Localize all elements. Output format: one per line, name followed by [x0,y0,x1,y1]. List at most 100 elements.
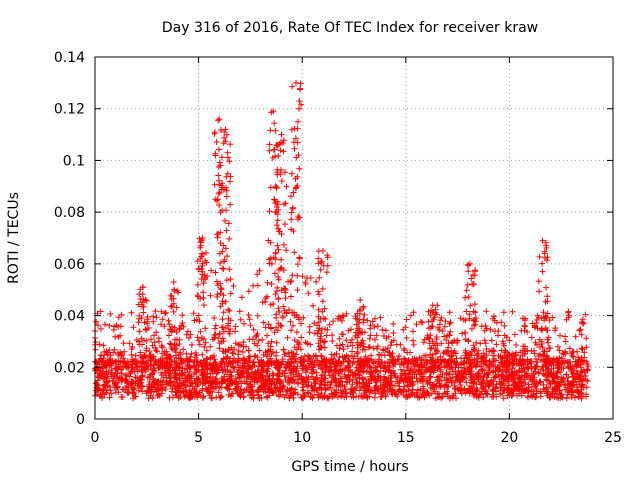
data-point [271,270,278,277]
data-point [374,343,381,350]
data-point [546,317,553,324]
data-point [128,351,135,358]
data-point [137,374,143,381]
data-point [522,323,529,330]
data-point [282,169,288,176]
data-point [472,321,479,328]
data-point [509,355,516,361]
data-point [224,149,231,156]
data-point [141,319,148,326]
data-point [208,267,215,274]
data-point [566,388,573,395]
data-point [223,184,229,191]
data-point [321,393,328,400]
data-point [260,319,267,326]
data-point [324,262,331,269]
data-point [254,330,261,337]
data-point [189,393,196,400]
data-point [364,393,370,400]
data-point [378,385,385,391]
data-point [550,355,557,362]
data-point [473,393,480,400]
data-point [556,347,563,354]
data-point [223,354,230,361]
data-point [265,340,272,347]
data-point [196,318,203,325]
data-point [236,308,243,315]
data-point [274,284,281,291]
data-point [201,272,208,279]
data-point [194,383,200,390]
data-point [375,389,382,395]
data-point [150,318,157,325]
data-point [498,384,505,391]
data-point [199,395,206,401]
data-point [357,297,364,304]
data-point [356,380,363,387]
data-point [222,138,229,145]
data-point [404,393,410,400]
data-point [539,327,546,334]
data-point [495,352,502,359]
data-point [222,245,229,252]
data-point [95,373,102,380]
data-point [271,196,278,203]
data-point [214,379,221,386]
data-point [266,141,273,148]
data-point [534,359,541,366]
data-point [398,377,404,384]
data-point [281,285,287,292]
data-point [322,326,328,333]
data-point [246,316,253,323]
data-point [496,381,503,388]
data-point [204,273,211,279]
data-point [194,334,201,341]
data-point [223,131,230,138]
data-point [259,299,266,306]
data-point [517,349,524,356]
data-point [456,378,463,385]
data-point [254,367,261,374]
data-point [122,371,129,378]
data-point [438,340,445,347]
data-point [536,253,543,260]
data-point [372,336,378,343]
data-point [160,374,167,381]
y-tick-label: 0.12 [54,102,85,118]
data-point [372,358,379,365]
data-point [532,382,539,389]
data-point [566,345,573,352]
data-point [202,385,209,392]
data-point [437,368,444,375]
data-point [311,320,318,327]
data-point [359,375,366,382]
data-point [480,374,487,381]
data-point [200,294,207,301]
data-point [274,376,281,383]
data-point [372,368,379,375]
data-point [307,357,314,364]
data-point [179,319,186,326]
data-point [192,369,199,376]
data-point [235,369,242,376]
data-point [365,377,372,384]
data-point [218,154,225,161]
data-point [557,369,564,376]
data-point [492,363,499,370]
data-point [364,317,371,324]
data-point [543,242,549,249]
data-point [282,221,288,228]
data-point [585,363,592,370]
data-point [518,369,525,376]
data-point [97,308,104,315]
data-point [220,265,227,272]
data-point [423,365,430,371]
data-point [232,323,239,330]
data-point [239,294,245,301]
data-point [224,253,231,260]
data-point [195,265,202,272]
data-point [421,394,428,401]
data-point [161,364,168,371]
data-point [540,352,547,358]
data-point [269,370,276,377]
